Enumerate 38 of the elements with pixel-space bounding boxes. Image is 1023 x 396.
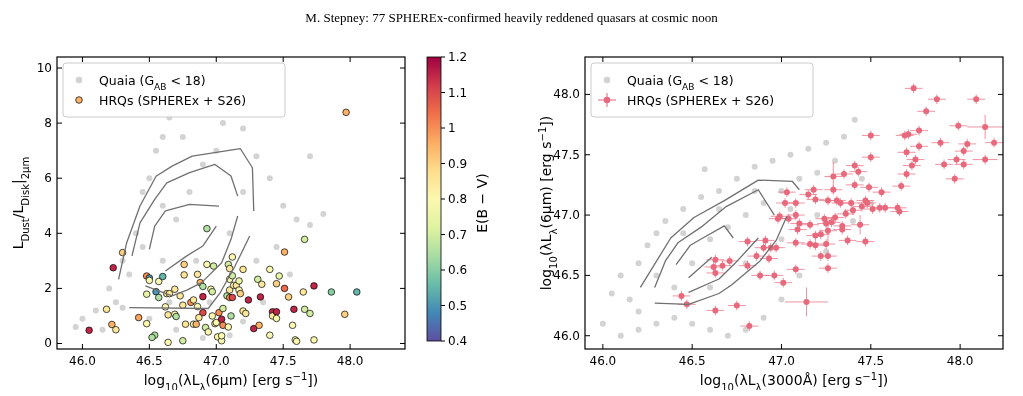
x-axis-title: log$_{10}$(λL$_{λ}$(3000Å) [erg s$^{−1}$]) xyxy=(699,370,889,393)
x-tick-label: 48.0 xyxy=(336,354,364,368)
x-tick-label: 46.0 xyxy=(69,354,96,368)
y-tick-label: 46.0 xyxy=(553,328,580,343)
color-bar-label: 0.9 xyxy=(448,156,468,171)
color-bar-label: 0.7 xyxy=(448,227,468,242)
color-bar-label: 0.5 xyxy=(448,298,468,313)
x-tick-label: 47.5 xyxy=(269,354,297,368)
x-tick-label: 47.0 xyxy=(202,354,230,368)
legend-label: Quaia (G$_{AB}$ < 18) xyxy=(99,72,206,92)
x-tick-label: 46.5 xyxy=(678,354,706,368)
color-bar-label: 0.8 xyxy=(448,192,468,206)
x-tick-label: 47.5 xyxy=(857,354,885,368)
text: M. Stepney: 77 SPHEREx-confirmed heavily reddened quasars at cosmic noon xyxy=(305,10,719,25)
color-bar-label: 0.4 xyxy=(448,334,468,348)
x-tick-label: 46.5 xyxy=(135,354,163,368)
color-bar-label: 1.1 xyxy=(448,85,468,100)
y-tick-label: 0 xyxy=(44,336,52,351)
legend-label: Quaia (G$_{AB}$ < 18) xyxy=(627,72,734,92)
x-tick-label: 46.0 xyxy=(589,354,617,368)
color-bar-label: 1 xyxy=(448,121,456,135)
y-tick-label: 2 xyxy=(44,281,52,296)
color-bar-label: 1.2 xyxy=(448,50,468,64)
x-tick-label: 47.0 xyxy=(768,354,795,368)
y-tick-label: 47.5 xyxy=(553,147,580,162)
y-tick-label: 48.0 xyxy=(553,87,580,102)
color-bar-title: E(B − V) xyxy=(474,173,490,233)
legend-label: HRQs (SPHEREx + S26) xyxy=(99,92,247,108)
y-tick-label: 6 xyxy=(44,171,52,186)
y-tick-label: 10 xyxy=(36,61,52,76)
y-tick-label: 4 xyxy=(44,226,52,241)
y-tick-label: 46.5 xyxy=(553,268,580,283)
y-tick-label: 47.0 xyxy=(553,208,580,223)
color-bar-label: 0.6 xyxy=(448,263,468,277)
x-axis-title: log$_{10}$(λL$_{λ}$(6μm) [erg s$^{−1}$]) xyxy=(143,370,319,393)
x-tick-label: 48.0 xyxy=(946,354,974,368)
y-tick-label: 8 xyxy=(44,116,52,131)
legend-label: HRQs (SPHEREx + S26) xyxy=(627,92,775,108)
